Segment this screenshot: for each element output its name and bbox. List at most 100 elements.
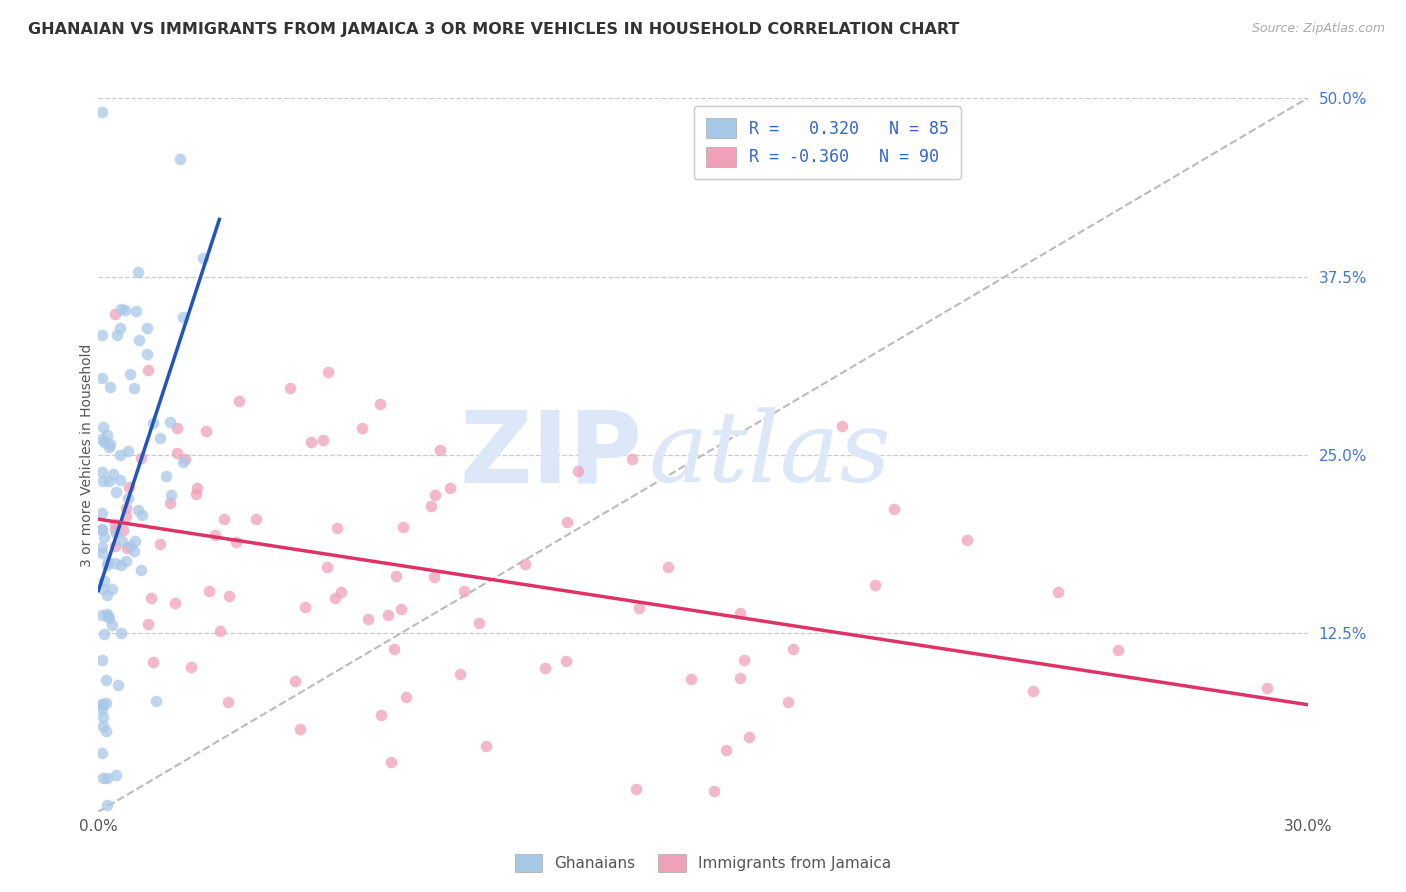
Point	[174, 451, 197, 466]
Point	[91, 432, 114, 446]
Point	[124, 534, 146, 549]
Point	[194, 424, 217, 438]
Point	[91, 465, 114, 479]
Text: atlas: atlas	[648, 408, 891, 502]
Point	[122, 381, 145, 395]
Point	[91, 746, 114, 760]
Point	[142, 416, 165, 430]
Point	[245, 512, 267, 526]
Point	[91, 582, 114, 596]
Point	[160, 488, 183, 502]
Point	[93, 574, 115, 589]
Point	[93, 530, 115, 544]
Point	[129, 450, 152, 465]
Point	[831, 419, 853, 434]
Point	[124, 304, 146, 318]
Text: ZIP: ZIP	[460, 407, 643, 503]
Point	[96, 588, 118, 602]
Point	[110, 558, 132, 573]
Point	[107, 678, 129, 692]
Point	[624, 782, 647, 797]
Point	[385, 569, 408, 583]
Point	[316, 559, 339, 574]
Point	[217, 695, 239, 709]
Point	[110, 448, 132, 462]
Point	[290, 723, 312, 737]
Point	[149, 537, 172, 551]
Point	[567, 464, 589, 478]
Point	[110, 301, 132, 316]
Point	[91, 522, 114, 536]
Point	[621, 451, 644, 466]
Point	[163, 596, 186, 610]
Point	[429, 442, 451, 457]
Point	[97, 555, 120, 569]
Point	[98, 437, 121, 451]
Point	[91, 719, 114, 733]
Point	[423, 570, 446, 584]
Point	[98, 610, 121, 624]
Point	[299, 434, 322, 449]
Point	[91, 105, 114, 120]
Point	[180, 660, 202, 674]
Point	[122, 544, 145, 558]
Text: GHANAIAN VS IMMIGRANTS FROM JAMAICA 3 OR MORE VEHICLES IN HOUSEHOLD CORRELATION : GHANAIAN VS IMMIGRANTS FROM JAMAICA 3 OR…	[28, 22, 959, 37]
Point	[136, 320, 159, 334]
Point	[91, 541, 114, 555]
Point	[101, 467, 124, 481]
Point	[782, 641, 804, 656]
Point	[91, 474, 114, 488]
Point	[166, 446, 188, 460]
Point	[453, 584, 475, 599]
Point	[120, 367, 142, 381]
Legend: Ghanaians, Immigrants from Jamaica: Ghanaians, Immigrants from Jamaica	[508, 846, 898, 880]
Point	[101, 617, 124, 632]
Point	[555, 654, 578, 668]
Point	[370, 707, 392, 722]
Point	[204, 528, 226, 542]
Point	[1046, 584, 1069, 599]
Point	[716, 743, 738, 757]
Point	[733, 653, 755, 667]
Point	[91, 370, 114, 384]
Point	[425, 488, 447, 502]
Point	[115, 501, 138, 516]
Point	[108, 321, 131, 335]
Point	[91, 701, 114, 715]
Point	[91, 697, 114, 711]
Point	[93, 627, 115, 641]
Point	[91, 607, 114, 622]
Legend: R =   0.320   N = 85, R = -0.360   N = 90: R = 0.320 N = 85, R = -0.360 N = 90	[695, 106, 960, 178]
Point	[128, 334, 150, 348]
Point	[278, 381, 301, 395]
Point	[474, 739, 496, 753]
Point	[98, 441, 121, 455]
Point	[357, 611, 380, 625]
Point	[91, 327, 114, 342]
Point	[105, 768, 128, 782]
Point	[228, 394, 250, 409]
Point	[117, 541, 139, 555]
Point	[166, 420, 188, 434]
Point	[325, 521, 347, 535]
Point	[956, 533, 979, 547]
Point	[657, 560, 679, 574]
Point	[96, 797, 118, 812]
Point	[212, 511, 235, 525]
Point	[172, 455, 194, 469]
Point	[555, 515, 578, 529]
Point	[218, 589, 240, 603]
Point	[96, 772, 118, 786]
Point	[96, 558, 118, 573]
Point	[103, 516, 125, 531]
Point	[1022, 684, 1045, 698]
Point	[883, 501, 905, 516]
Point	[159, 496, 181, 510]
Text: Source: ZipAtlas.com: Source: ZipAtlas.com	[1251, 22, 1385, 36]
Point	[91, 507, 114, 521]
Point	[468, 615, 491, 630]
Point	[145, 694, 167, 708]
Point	[1256, 681, 1278, 695]
Point	[391, 520, 413, 534]
Point	[117, 443, 139, 458]
